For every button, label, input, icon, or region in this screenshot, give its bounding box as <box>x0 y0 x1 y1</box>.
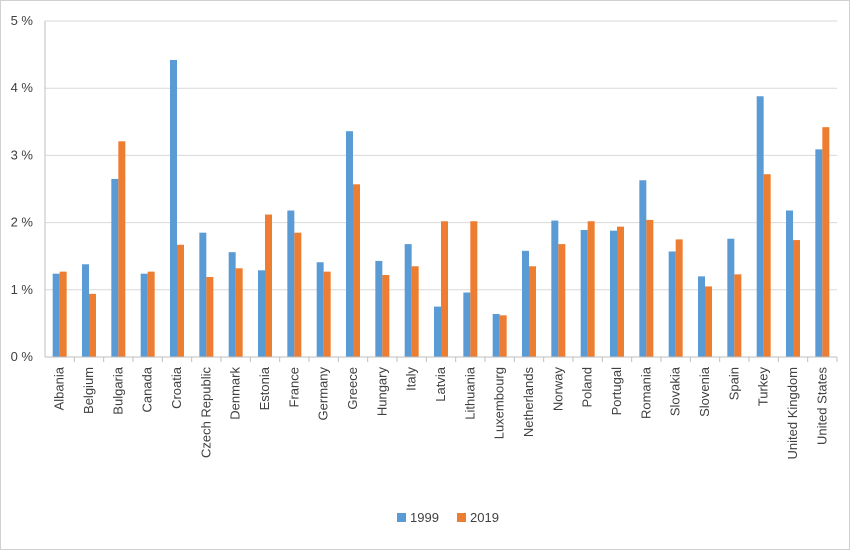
bar-1999-denmark <box>228 252 236 357</box>
x-tick-label: Spain <box>726 367 741 400</box>
bar-2019-united-states <box>822 127 830 358</box>
bar-1999-canada <box>140 273 148 357</box>
x-tick-label: Lithuania <box>462 366 477 420</box>
bar-2019-hungary <box>382 275 390 357</box>
x-tick-label: Croatia <box>169 366 184 409</box>
bar-2019-lithuania <box>470 221 478 357</box>
bar-1999-luxembourg <box>492 313 500 357</box>
bar-1999-greece <box>346 131 353 357</box>
x-axis: Albania Belgium Bulgaria Canada Croatia Czech… <box>44 21 838 460</box>
legend-label-1999: 1999 <box>410 510 439 525</box>
bar-2019-belgium <box>89 293 96 357</box>
bar-2019-greece <box>353 184 360 357</box>
y-tick-label: 4 % <box>11 80 34 95</box>
y-tick-label: 1 % <box>11 282 34 297</box>
y-tick-label: 0 % <box>11 349 34 364</box>
bar-2019-croatia <box>177 244 184 357</box>
bar-1999-slovakia <box>668 251 676 357</box>
bar-1999-portugal <box>610 230 617 357</box>
x-tick-label: Norway <box>550 367 565 412</box>
x-tick-label: Germany <box>316 367 331 421</box>
bar-2019-slovakia <box>675 239 683 357</box>
bar-2019-romania <box>646 219 654 357</box>
bar-1999-czech-republic <box>199 232 207 357</box>
bar-2019-albania <box>59 271 67 357</box>
legend-swatch-1999 <box>397 513 406 522</box>
x-tick-label: Belgium <box>81 367 96 414</box>
bar-2019-poland <box>587 221 595 357</box>
x-tick-label: Czech Republic <box>198 367 213 459</box>
x-tick-label: Latvia <box>433 366 448 401</box>
bar-2019-italy <box>411 266 419 357</box>
legend-label-2019: 2019 <box>470 510 499 525</box>
x-tick-label: Greece <box>345 367 360 410</box>
x-tick-label: Hungary <box>374 367 389 417</box>
bar-1999-latvia <box>434 306 441 357</box>
x-tick-label: Albania <box>52 366 67 410</box>
bar-1999-norway <box>551 220 559 357</box>
y-tick-label: 5 % <box>11 13 34 28</box>
bar-2019-luxembourg <box>499 315 507 357</box>
bar-1999-poland <box>580 229 588 357</box>
x-tick-label: France <box>286 367 301 407</box>
y-axis: 0 % 1 % 2 % 3 % 4 % 5 % <box>11 13 34 364</box>
x-tick-label: Netherlands <box>521 367 536 438</box>
bar-1999-bulgaria <box>111 178 119 357</box>
bar-1999-netherlands <box>522 250 529 357</box>
bar-2019-france <box>294 232 302 357</box>
bar-1999-turkey <box>756 96 764 357</box>
bar-1999-united-kingdom <box>786 210 793 357</box>
bar-1999-germany <box>316 262 324 357</box>
bar-1999-belgium <box>82 264 89 357</box>
legend-swatch-2019 <box>457 513 466 522</box>
bar-1999-lithuania <box>463 292 471 357</box>
bar-1999-spain <box>727 238 735 357</box>
bar-2019-bulgaria <box>118 141 126 357</box>
legend: 1999 2019 <box>397 510 499 525</box>
bar-1999-estonia <box>258 270 265 357</box>
x-tick-label: Turkey <box>756 367 771 407</box>
bar-2019-spain <box>734 274 742 357</box>
bar-2019-norway <box>558 244 566 357</box>
x-tick-label: United Kingdom <box>785 367 800 460</box>
bars <box>52 59 830 358</box>
bar-2019-united-kingdom <box>793 240 800 357</box>
bar-2019-czech-republic <box>206 277 214 357</box>
bar-2019-slovenia <box>705 286 712 357</box>
x-tick-label: Bulgaria <box>110 366 125 414</box>
bar-1999-albania <box>52 273 60 357</box>
x-tick-label: Denmark <box>228 367 243 420</box>
x-tick-label: Luxembourg <box>492 367 507 439</box>
x-tick-label: United States <box>814 367 829 446</box>
bar-1999-croatia <box>170 59 177 357</box>
bar-2019-netherlands <box>529 266 536 357</box>
bar-2019-latvia <box>441 221 448 357</box>
y-tick-label: 3 % <box>11 147 34 162</box>
bar-2019-portugal <box>617 226 624 357</box>
bar-1999-france <box>287 210 295 357</box>
x-tick-label: Slovenia <box>697 366 712 417</box>
bar-1999-romania <box>639 180 647 357</box>
x-tick-label: Slovakia <box>668 366 683 416</box>
y-tick-label: 2 % <box>11 215 34 230</box>
bar-2019-canada <box>147 271 155 357</box>
bar-1999-united-states <box>815 149 823 357</box>
bar-2019-germany <box>323 271 331 357</box>
bar-1999-italy <box>404 244 412 357</box>
x-tick-label: Romania <box>638 366 653 419</box>
x-tick-label: Poland <box>580 367 595 407</box>
bar-1999-slovenia <box>698 276 705 357</box>
bar-2019-turkey <box>763 174 771 357</box>
bar-1999-hungary <box>375 260 383 357</box>
bar-2019-denmark <box>235 268 243 357</box>
bar-2019-estonia <box>265 214 272 357</box>
x-tick-label: Italy <box>404 367 419 391</box>
x-tick-label: Portugal <box>609 367 624 416</box>
x-tick-label: Estonia <box>257 366 272 410</box>
x-tick-label: Canada <box>140 366 155 412</box>
